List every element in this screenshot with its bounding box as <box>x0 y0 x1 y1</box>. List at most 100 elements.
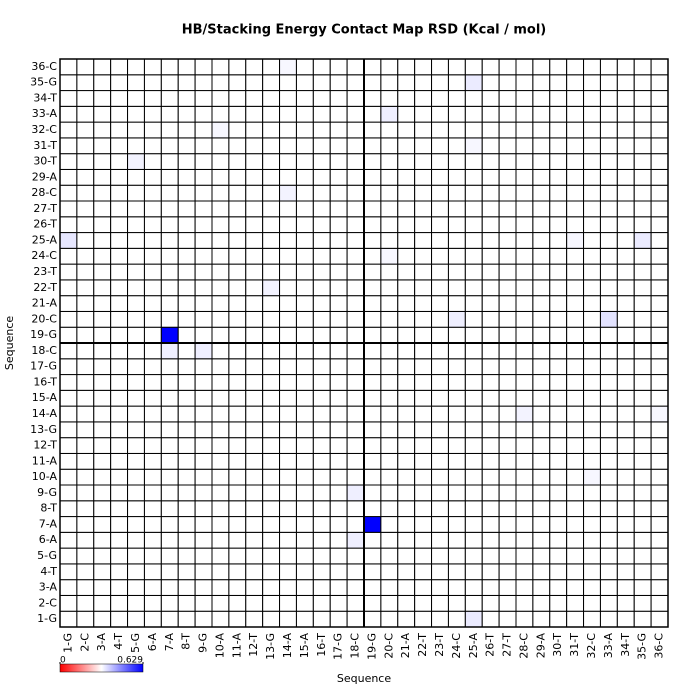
cell <box>616 74 635 92</box>
cell <box>295 74 314 92</box>
cell <box>312 279 331 297</box>
cell <box>143 500 162 518</box>
cell <box>76 200 95 218</box>
cell <box>481 500 500 518</box>
cell <box>194 153 213 170</box>
cell <box>279 105 297 123</box>
cell <box>312 452 331 470</box>
x-tick-label: 15-A <box>298 633 311 659</box>
cell <box>616 452 635 470</box>
cell <box>363 184 382 202</box>
cell <box>481 295 500 312</box>
cell <box>363 358 382 376</box>
cell <box>447 563 466 581</box>
cell <box>127 279 145 297</box>
cell <box>481 232 500 249</box>
cell <box>346 342 365 360</box>
cell <box>498 389 517 407</box>
cell <box>549 295 568 312</box>
cell <box>447 74 466 92</box>
cell <box>262 232 281 249</box>
cell <box>194 516 213 533</box>
cell <box>515 310 534 328</box>
cell <box>211 168 230 186</box>
cell <box>312 468 331 486</box>
cell <box>616 516 635 533</box>
cell <box>414 405 433 423</box>
cell <box>110 184 129 202</box>
cell <box>245 105 264 123</box>
x-tick-label: 23-T <box>433 633 446 657</box>
cell <box>295 200 314 218</box>
cell <box>245 232 264 249</box>
cell <box>515 168 534 186</box>
cell <box>279 374 297 391</box>
cell <box>633 105 652 123</box>
cell <box>616 310 635 328</box>
cell <box>143 610 162 628</box>
cell <box>599 58 618 76</box>
cell <box>93 516 112 533</box>
x-tick-label: 35-G <box>636 633 649 660</box>
cell <box>414 279 433 297</box>
cell <box>93 421 112 439</box>
cell <box>566 484 585 502</box>
cell <box>566 342 585 360</box>
cell <box>498 326 517 344</box>
cell <box>211 405 230 423</box>
cell <box>599 121 618 139</box>
chart-title: HB/Stacking Energy Contact Map RSD (Kcal… <box>182 23 546 38</box>
cell <box>76 389 95 407</box>
cell <box>127 74 145 92</box>
x-tick-label: 9-G <box>197 633 210 653</box>
cell <box>566 563 585 581</box>
x-tick-label: 22-T <box>416 633 429 657</box>
cell <box>447 310 466 328</box>
cell <box>464 137 483 155</box>
cell <box>650 200 669 218</box>
cell <box>143 263 162 281</box>
cell <box>228 216 247 234</box>
y-tick-label: 2-C <box>38 596 57 609</box>
cell <box>650 310 669 328</box>
cell <box>127 121 145 139</box>
cell <box>59 168 78 186</box>
cell <box>431 184 449 202</box>
cell <box>633 137 652 155</box>
cell <box>599 232 618 249</box>
cell <box>633 468 652 486</box>
cell <box>414 484 433 502</box>
cell <box>143 200 162 218</box>
cell <box>650 563 669 581</box>
cell <box>532 90 551 107</box>
cell <box>532 310 551 328</box>
cell <box>549 437 568 454</box>
cell <box>93 295 112 312</box>
cell <box>583 405 601 423</box>
cell <box>93 184 112 202</box>
cell <box>93 531 112 549</box>
cell <box>279 137 297 155</box>
cell <box>211 468 230 486</box>
cell <box>633 168 652 186</box>
cell <box>312 216 331 234</box>
cell <box>245 342 264 360</box>
cell <box>380 121 399 139</box>
cell <box>599 516 618 533</box>
y-tick-label: 19-G <box>30 328 57 341</box>
cell <box>515 374 534 391</box>
cell <box>262 58 281 76</box>
cell <box>76 121 95 139</box>
cell <box>464 153 483 170</box>
cell <box>566 531 585 549</box>
x-tick-label: 12-T <box>247 633 260 657</box>
cell <box>160 200 179 218</box>
cell <box>397 74 416 92</box>
cell <box>566 184 585 202</box>
cell <box>515 531 534 549</box>
cell <box>59 500 78 518</box>
cell <box>481 90 500 107</box>
cell <box>346 437 365 454</box>
cell <box>447 579 466 596</box>
cell <box>228 500 247 518</box>
